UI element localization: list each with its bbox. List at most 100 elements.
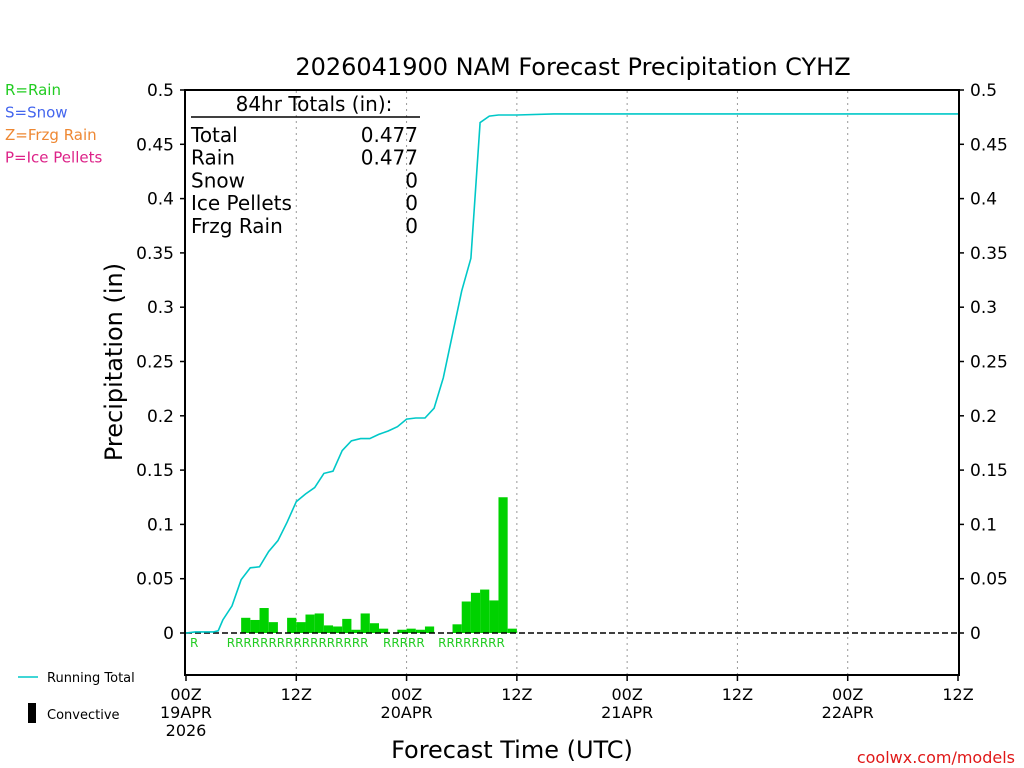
x-tick-label-6-0: 00Z bbox=[832, 685, 863, 704]
y-tick-label-right-10: 0.5 bbox=[970, 81, 997, 101]
y-tick-label-right-5: 0.25 bbox=[970, 353, 1008, 373]
precip-bar-h33 bbox=[489, 600, 499, 633]
precip-bar-h19 bbox=[360, 613, 370, 633]
totals-label-4: Frzg Rain bbox=[191, 214, 283, 238]
precip-bar-h29 bbox=[452, 624, 462, 633]
ptype-legend-item-0: R=Rain bbox=[5, 81, 61, 99]
totals-label-1: Rain bbox=[191, 146, 235, 170]
x-tick-label-6-1: 22APR bbox=[822, 703, 874, 722]
y-tick-label-right-9: 0.45 bbox=[970, 135, 1008, 155]
y-tick-label-left-10: 0.5 bbox=[147, 81, 174, 101]
precip-bar-h12 bbox=[296, 622, 306, 633]
precip-bar-h18 bbox=[351, 629, 361, 633]
precip-bar-h15 bbox=[323, 625, 334, 633]
y-tick-label-left-1: 0.05 bbox=[136, 570, 174, 590]
precip-bar-h13 bbox=[305, 614, 315, 633]
y-tick-label-right-1: 0.05 bbox=[970, 570, 1008, 590]
totals-box: 84hr Totals (in): Total 0.477 Rain 0.477 Sno… bbox=[190, 92, 420, 238]
totals-label-0: Total bbox=[190, 123, 238, 147]
x-tick-label-3-0: 12Z bbox=[501, 685, 532, 704]
convective-legend-label: Convective bbox=[47, 708, 120, 723]
y-tick-label-right-7: 0.35 bbox=[970, 244, 1008, 264]
series-legend: Running Total Convective bbox=[18, 671, 135, 723]
y-tick-label-right-4: 0.2 bbox=[970, 407, 997, 427]
y-axis-right: 0 0.05 0.1 0.15 0.2 0.25 0.3 0.35 0.4 0.45 0.5 bbox=[958, 81, 1008, 644]
precip-bar-h16 bbox=[333, 626, 343, 633]
plot-frame bbox=[184, 89, 960, 676]
precip-bar-h35 bbox=[507, 628, 517, 633]
vertical-grid bbox=[295, 91, 849, 674]
y-tick-label-left-6: 0.3 bbox=[147, 298, 174, 318]
site-credit: coolwx.com/models bbox=[857, 748, 1015, 767]
hourly-precip-bars bbox=[241, 497, 517, 633]
convective-legend-swatch bbox=[28, 703, 36, 723]
precip-bar-h14 bbox=[314, 613, 324, 633]
chart-title: 2026041900 NAM Forecast Precipitation CY… bbox=[295, 53, 850, 81]
y-tick-label-left-7: 0.35 bbox=[136, 244, 174, 264]
x-tick-label-4-0: 00Z bbox=[611, 685, 642, 704]
precip-bar-h11 bbox=[287, 617, 297, 633]
y-tick-label-left-5: 0.25 bbox=[136, 353, 174, 373]
totals-header: 84hr Totals (in): bbox=[236, 92, 393, 116]
x-tick-label-0-0: 00Z bbox=[170, 685, 201, 704]
precip-bar-h9 bbox=[268, 622, 278, 633]
ptype-code-1: RRRRRRRRRRRRRRRRR bbox=[227, 636, 369, 650]
x-tick-label-2-0: 00Z bbox=[391, 685, 422, 704]
x-tick-label-5-0: 12Z bbox=[722, 685, 753, 704]
totals-label-3: Ice Pellets bbox=[191, 191, 292, 215]
y-tick-label-left-4: 0.2 bbox=[147, 407, 174, 427]
totals-value-4: 0 bbox=[405, 214, 418, 238]
y-tick-label-right-6: 0.3 bbox=[970, 298, 997, 318]
x-tick-label-1-0: 12Z bbox=[281, 685, 312, 704]
y-tick-label-left-3: 0.15 bbox=[136, 461, 174, 481]
totals-label-2: Snow bbox=[191, 168, 245, 192]
precip-bar-h17 bbox=[342, 618, 352, 633]
ptype-code-3: RRRRRRRR bbox=[438, 636, 505, 650]
x-tick-label-0-1: 19APR bbox=[160, 703, 212, 722]
y-axis-label: Precipitation (in) bbox=[100, 263, 128, 461]
precip-bar-h32 bbox=[480, 589, 490, 633]
x-tick-label-0-2: 2026 bbox=[166, 721, 207, 740]
precip-bar-h23 bbox=[397, 629, 407, 633]
x-tick-label-7-0: 12Z bbox=[942, 685, 973, 704]
precip-bar-h24 bbox=[406, 628, 416, 633]
precip-bar-h20 bbox=[369, 623, 379, 633]
y-tick-label-right-8: 0.4 bbox=[970, 190, 997, 210]
y-tick-label-left-9: 0.45 bbox=[136, 135, 174, 155]
x-axis-label: Forecast Time (UTC) bbox=[391, 736, 633, 764]
precip-bar-h6 bbox=[241, 617, 251, 633]
x-tick-label-4-1: 21APR bbox=[601, 703, 653, 722]
y-tick-label-right-3: 0.15 bbox=[970, 461, 1008, 481]
ptype-legend-item-3: P=Ice Pellets bbox=[5, 149, 102, 167]
ptype-code-row: R RRRRRRRRRRRRRRRRR RRRRR RRRRRRRR bbox=[190, 636, 505, 650]
precip-bar-h26 bbox=[424, 626, 435, 633]
y-tick-label-left-8: 0.4 bbox=[147, 190, 174, 210]
precip-bar-h30 bbox=[461, 601, 471, 633]
ptype-code-2: RRRRR bbox=[383, 636, 425, 650]
running-total-line bbox=[185, 113, 958, 634]
y-tick-label-left-0: 0 bbox=[163, 624, 174, 644]
x-tick-label-2-1: 20APR bbox=[381, 703, 433, 722]
precip-bar-h25 bbox=[415, 629, 425, 633]
y-tick-label-left-2: 0.1 bbox=[147, 515, 174, 535]
ptype-legend: R=Rain S=Snow Z=Frzg Rain P=Ice Pellets bbox=[5, 81, 102, 167]
precip-bar-h7 bbox=[250, 619, 260, 633]
totals-value-2: 0 bbox=[405, 168, 418, 192]
y-tick-label-right-2: 0.1 bbox=[970, 515, 997, 535]
totals-value-0: 0.477 bbox=[361, 123, 418, 147]
totals-value-3: 0 bbox=[405, 191, 418, 215]
precip-bar-h34 bbox=[498, 497, 508, 633]
ptype-legend-item-1: S=Snow bbox=[5, 104, 68, 122]
precip-bar-h31 bbox=[470, 592, 481, 633]
precip-bar-h8 bbox=[259, 608, 269, 633]
running-total-polyline bbox=[185, 113, 958, 634]
ptype-code-0: R bbox=[190, 636, 198, 650]
precip-bar-h21 bbox=[379, 628, 389, 633]
totals-value-1: 0.477 bbox=[361, 146, 418, 170]
y-tick-label-right-0: 0 bbox=[970, 624, 981, 644]
running-total-legend-label: Running Total bbox=[47, 671, 135, 686]
y-axis-left: 0 0.05 0.1 0.15 0.2 0.25 0.3 0.35 0.4 0.45 0.5 bbox=[136, 81, 186, 644]
ptype-legend-item-2: Z=Frzg Rain bbox=[5, 126, 97, 144]
